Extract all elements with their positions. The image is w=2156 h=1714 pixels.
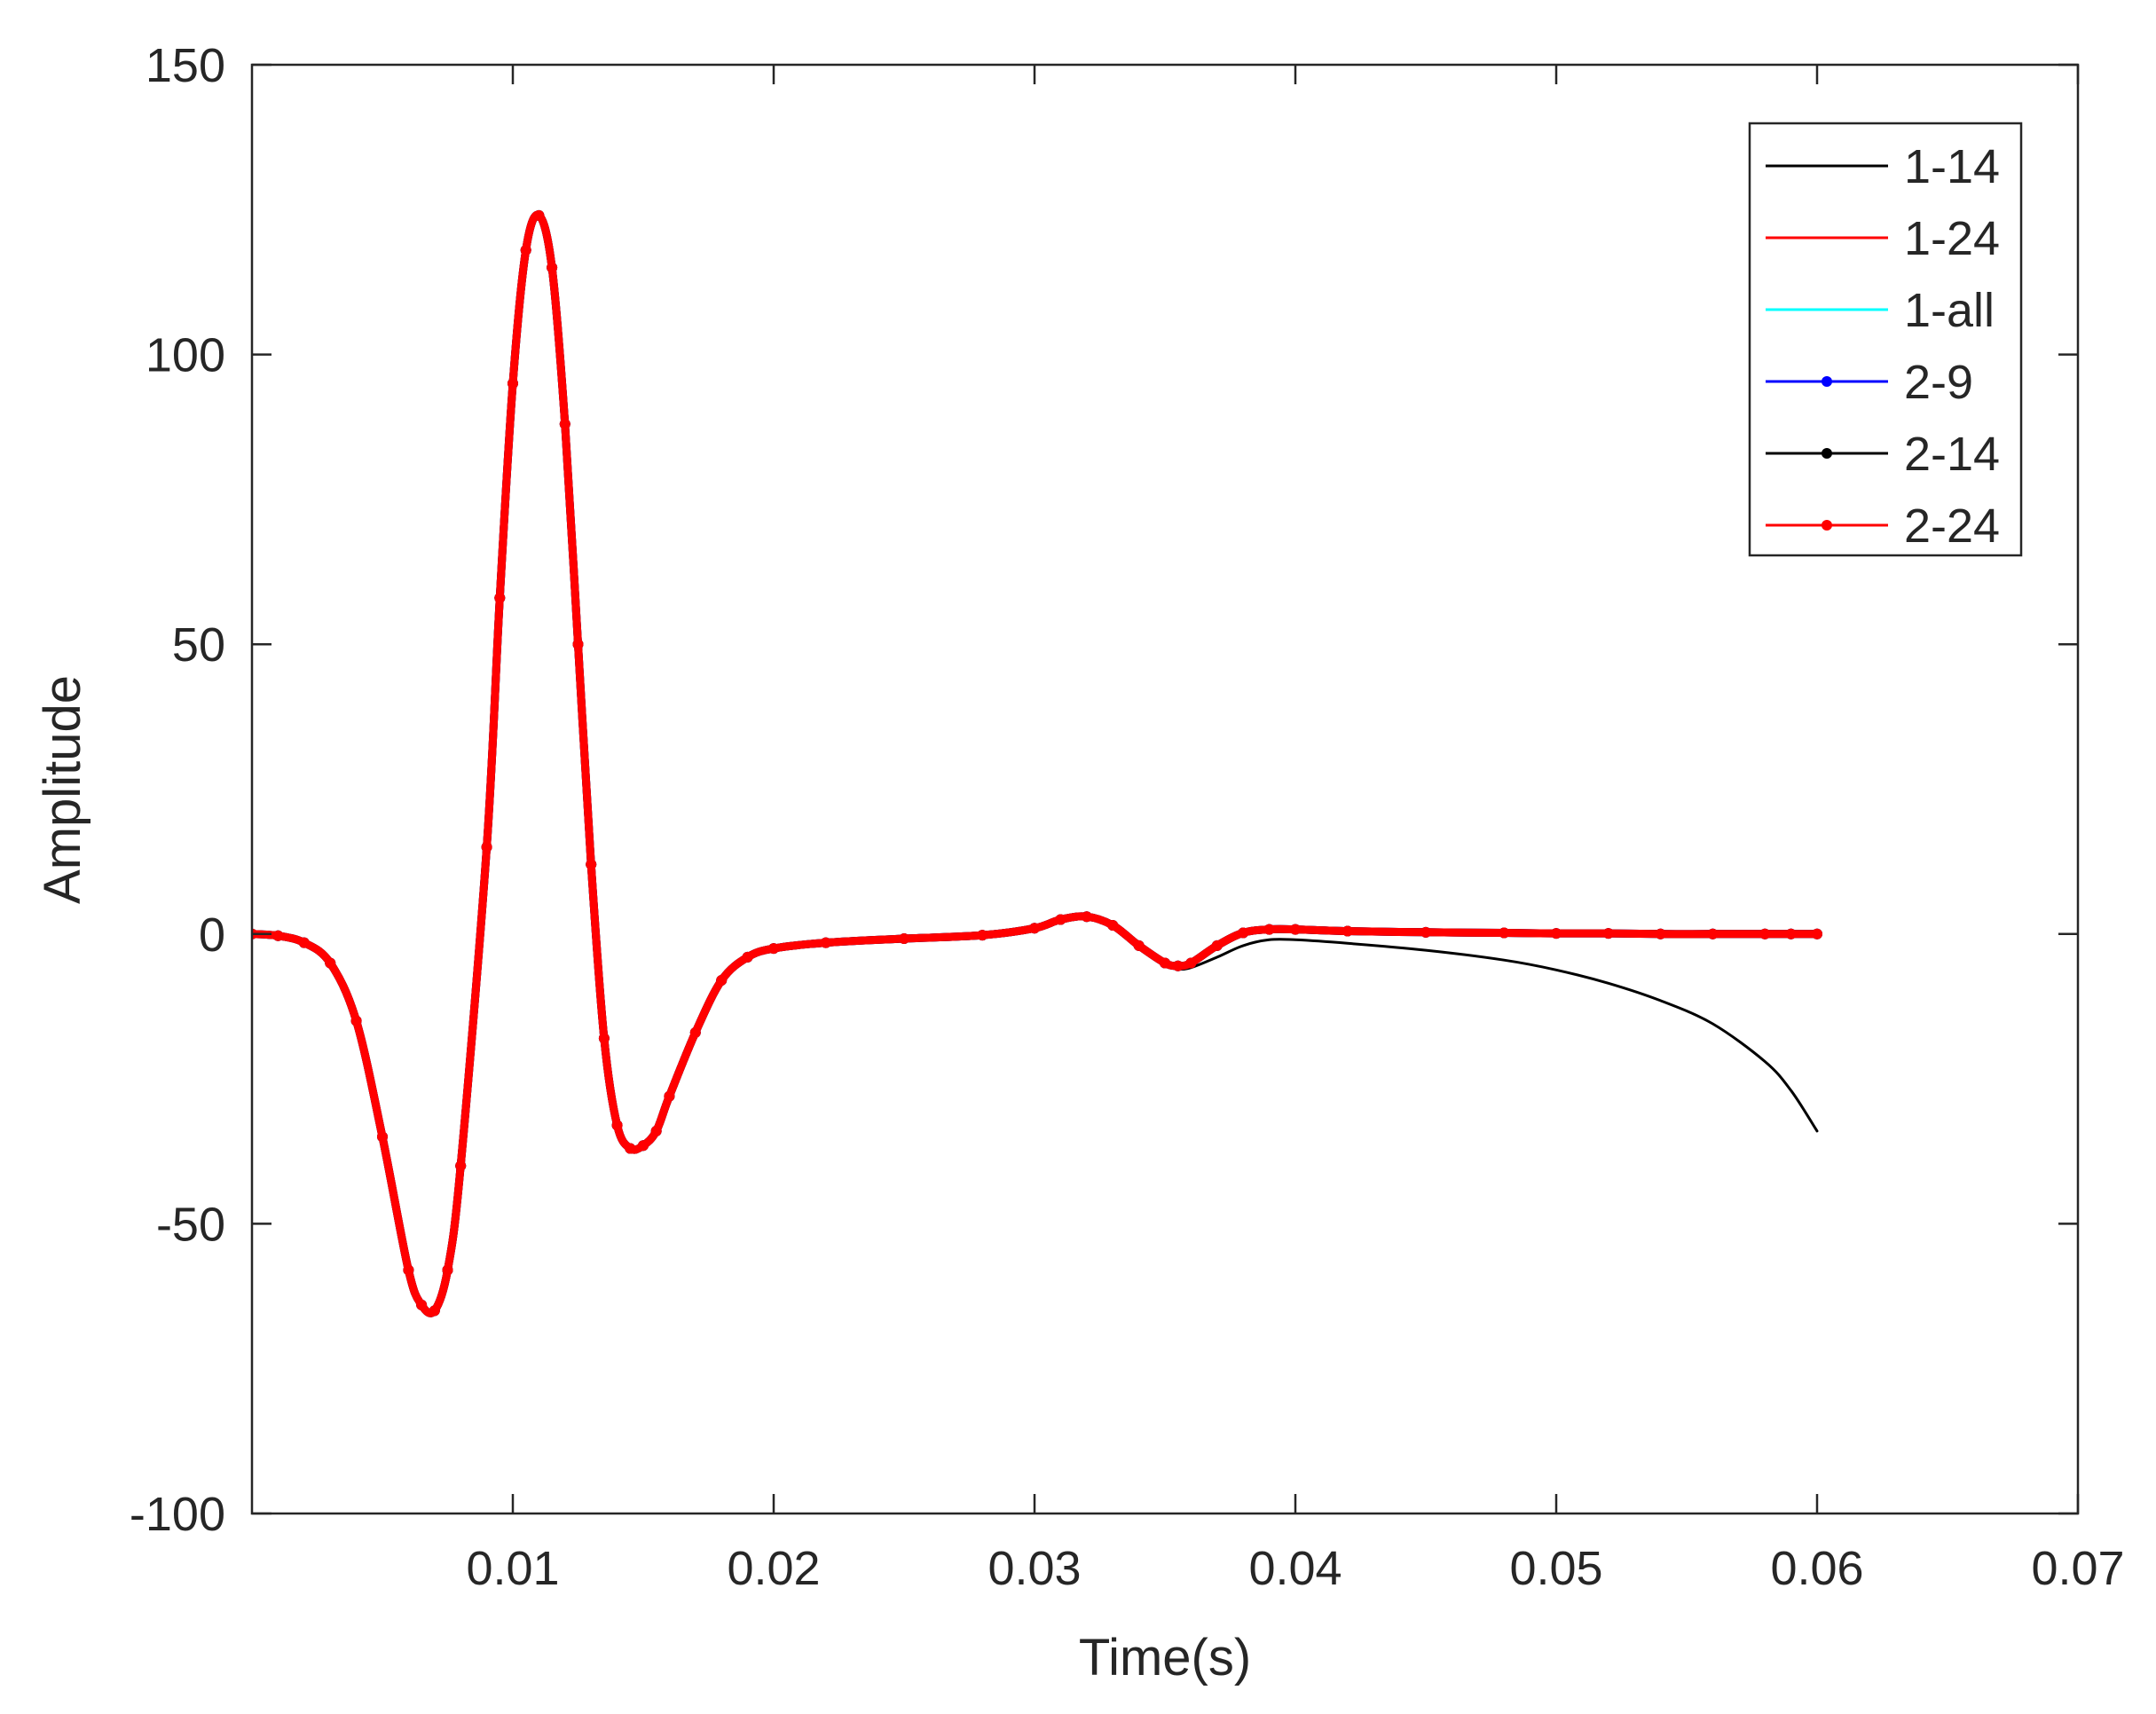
data-point-2-24 [1420, 926, 1431, 938]
data-point-2-24 [520, 245, 531, 256]
data-point-2-24 [1185, 957, 1197, 969]
data-point-2-24 [1055, 914, 1066, 925]
data-point-2-24 [272, 930, 284, 941]
data-point-2-24 [598, 1033, 610, 1044]
legend-marker-2-9 [1822, 376, 1832, 387]
data-point-2-24 [1655, 928, 1666, 940]
y-tick-label: 50 [172, 618, 225, 672]
data-point-2-24 [1290, 924, 1301, 935]
data-point-2-24 [1759, 928, 1771, 940]
data-point-2-24 [350, 1015, 362, 1026]
tick-layer: 0.01 0.02 0.03 0.04 0.05 0.06 0.07 -100 -50 0 50 10… [130, 39, 2125, 1595]
legend: 1-14 1-24 1-all 2-9 2-14 2-24 [1748, 122, 2023, 557]
legend-item-1-14: 1-14 [1766, 140, 2000, 193]
axes-box [250, 63, 2080, 1515]
data-point-2-24 [1238, 927, 1249, 939]
data-point-2-24 [1107, 920, 1119, 932]
legend-label-1-14: 1-14 [1904, 140, 2000, 193]
data-point-2-24 [377, 1131, 388, 1143]
legend-label-1-24: 1-24 [1904, 212, 2000, 265]
y-tick-label: 150 [146, 39, 225, 92]
x-tick-label: 0.03 [988, 1542, 1081, 1595]
legend-item-1-all: 1-all [1766, 284, 1995, 337]
data-point-2-24 [742, 951, 753, 963]
data-point-2-24 [586, 859, 597, 870]
y-tick-label: 100 [146, 329, 225, 382]
legend-label-2-14: 2-14 [1904, 428, 2000, 481]
data-point-2-24 [611, 1120, 623, 1131]
x-tick-label: 0.05 [1509, 1542, 1602, 1595]
data-point-2-24 [1602, 928, 1614, 940]
data-point-2-24 [1029, 923, 1040, 934]
x-tick-label: 0.07 [2031, 1542, 2124, 1595]
data-point-2-24 [1342, 925, 1353, 937]
legend-item-2-14: 2-14 [1766, 428, 2000, 481]
legend-item-2-24: 2-24 [1766, 499, 2000, 553]
x-tick-label: 0.02 [727, 1542, 820, 1595]
x-axis-label: Time(s) [1079, 1629, 1251, 1686]
data-point-2-24 [442, 1264, 453, 1276]
data-point-2-24 [977, 930, 988, 941]
data-point-2-24 [638, 1140, 649, 1152]
data-point-2-24 [325, 957, 336, 969]
legend-marker-2-24 [1822, 520, 1832, 531]
legend-label-2-9: 2-9 [1904, 356, 1973, 409]
data-point-2-24 [664, 1090, 675, 1102]
data-point-2-24 [1263, 924, 1275, 935]
x-tick-label: 0.04 [1248, 1542, 1342, 1595]
series-2-24 [252, 209, 1822, 1317]
data-point-2-24 [650, 1125, 662, 1136]
data-point-2-24 [1812, 928, 1822, 940]
y-axis-label: Amplitude [34, 675, 91, 904]
legend-item-2-9: 2-9 [1766, 356, 1973, 409]
data-point-2-24 [689, 1026, 701, 1038]
y-tick-label: -50 [156, 1198, 225, 1251]
data-point-2-24 [403, 1264, 414, 1276]
data-point-2-24 [1133, 940, 1145, 951]
data-point-2-24 [547, 262, 558, 273]
data-point-2-24 [508, 378, 518, 389]
data-point-2-24 [1081, 911, 1092, 923]
data-point-2-24 [1160, 957, 1170, 969]
data-point-2-24 [1785, 928, 1797, 940]
data-point-2-24 [429, 1305, 440, 1317]
data-point-2-24 [494, 592, 506, 603]
legend-box [1748, 122, 2023, 557]
y-tick-label: 0 [199, 908, 225, 962]
x-tick-label: 0.06 [1770, 1542, 1863, 1595]
data-point-2-24 [298, 937, 310, 948]
legend-label-1-all: 1-all [1904, 284, 1995, 337]
data-point-2-24 [416, 1299, 428, 1310]
data-point-2-24 [455, 1160, 467, 1172]
data-point-2-24 [768, 943, 779, 955]
series-layer [252, 209, 1822, 1317]
legend-label-2-24: 2-24 [1904, 499, 2000, 553]
x-tick-label: 0.01 [466, 1542, 559, 1595]
data-point-2-24 [716, 975, 728, 987]
data-point-2-24 [1707, 928, 1719, 940]
y-tick-label: -100 [130, 1488, 225, 1541]
legend-marker-2-14 [1822, 448, 1832, 459]
data-point-2-24 [899, 933, 909, 945]
legend-items: 1-14 1-24 1-all 2-9 2-14 2-24 [1766, 140, 2000, 553]
data-point-2-24 [481, 841, 492, 853]
data-point-2-24 [559, 418, 570, 429]
data-point-2-24 [1172, 960, 1184, 971]
data-point-2-24 [1211, 940, 1223, 951]
data-point-2-24 [625, 1143, 636, 1154]
data-point-2-24 [1499, 927, 1510, 939]
data-point-2-24 [1551, 928, 1562, 940]
data-point-2-24 [533, 209, 545, 221]
data-point-2-24 [572, 639, 584, 650]
legend-item-1-24: 1-24 [1766, 212, 2000, 265]
data-point-2-24 [820, 937, 831, 948]
